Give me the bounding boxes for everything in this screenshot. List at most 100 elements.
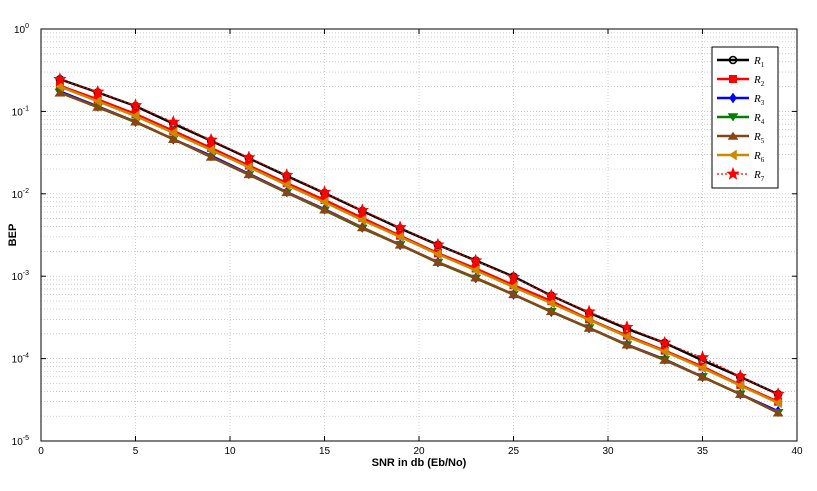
legend-marker [729,75,737,83]
data-point [243,169,255,179]
data-point [168,127,178,139]
series-line [59,91,779,414]
data-point [468,253,483,267]
data-point [356,223,368,232]
data-point [205,152,217,161]
data-point [394,240,406,249]
legend-marker [729,92,737,104]
data-point [167,134,179,143]
series-r6 [55,81,782,409]
data-point [131,110,140,122]
legend-label-subscript: 2 [761,80,765,88]
legend-marker [727,131,739,140]
legend-item-r5: R5 [717,131,765,145]
data-point [279,168,294,182]
y-tick-exponent: -5 [23,435,29,442]
legend-marker [726,166,740,180]
x-axis-label: SNR in db (Eb/No) [372,457,467,469]
data-point [54,88,66,97]
data-point [509,281,518,293]
data-point [545,306,557,316]
data-point [320,196,329,208]
data-point [433,248,442,260]
data-point [657,335,672,349]
data-point [432,257,444,266]
data-point [771,386,785,401]
data-point [166,114,181,129]
y-tick-label: 10-5 [12,435,29,448]
x-tick-label: 30 [602,446,614,457]
data-point [470,273,482,282]
legend-label: R7 [753,169,765,183]
legend-label: R3 [753,93,765,107]
data-point [53,72,67,86]
legend-item-r3: R3 [717,92,765,107]
legend-label-subscript: 1 [761,61,765,69]
legend-label: R5 [753,131,765,145]
x-tick-label: 20 [413,446,425,457]
data-point [317,185,332,199]
x-tick-label: 40 [791,446,803,457]
legend-label-subscript: 4 [761,118,765,126]
data-point [506,270,521,284]
data-point [281,187,293,197]
y-tick-exponent: -2 [23,188,29,195]
data-point [92,102,104,111]
data-point [583,323,595,332]
series-r5 [54,88,784,417]
data-point [735,380,745,392]
data-point [242,150,256,164]
legend-label-subscript: 5 [761,137,765,145]
x-tick-label: 5 [133,446,139,457]
x-tick-label: 15 [319,446,331,457]
legend-marker [727,113,739,122]
legend-marker [728,149,737,161]
data-point [471,264,480,276]
y-tick-exponent: -4 [23,353,29,360]
data-point [695,350,710,364]
y-tick-exponent: -3 [23,270,29,277]
data-point [244,161,253,173]
data-point [584,314,593,326]
y-tick-exponent: 0 [25,23,29,30]
data-point [544,288,559,302]
data-point [660,346,669,357]
data-point [393,220,407,234]
y-tick-label: 10-1 [12,105,29,118]
data-point [508,290,519,299]
data-point [93,95,102,107]
data-point [282,179,291,191]
data-point [130,117,141,126]
data-point [546,297,556,309]
legend-marker [728,55,738,65]
grid [41,29,797,441]
legend-label: R2 [753,74,765,88]
series-r7 [53,72,785,401]
plot-area [41,29,797,441]
data-point [55,81,64,93]
data-point [622,331,631,343]
x-tick-label: 10 [224,446,236,457]
y-tick-label: 100 [14,23,29,36]
x-axis-ticks: 0 5 10 15 20 25 30 35 40 [38,29,803,457]
data-point [204,132,218,146]
legend-label: R4 [753,112,765,126]
y-tick-exponent: -1 [23,105,29,112]
legend-item-r1: R1 [717,55,765,69]
legend-label-subscript: 6 [761,156,765,164]
y-tick-label: 10-2 [12,188,29,201]
y-tick-label: 10-4 [12,353,29,366]
legend-label: R6 [753,150,765,164]
data-point [734,389,746,398]
data-point [128,98,143,112]
y-axis-label: BEP [7,224,19,247]
data-point [355,203,370,217]
data-point [773,397,782,409]
x-tick-label: 25 [508,446,520,457]
legend: R1 R2 R3 R4 R5 R6 R7 [711,46,779,189]
y-tick-label: 10-3 [12,270,29,283]
data-point [582,304,596,318]
data-point [733,369,748,383]
legend-item-r6: R6 [717,149,765,164]
